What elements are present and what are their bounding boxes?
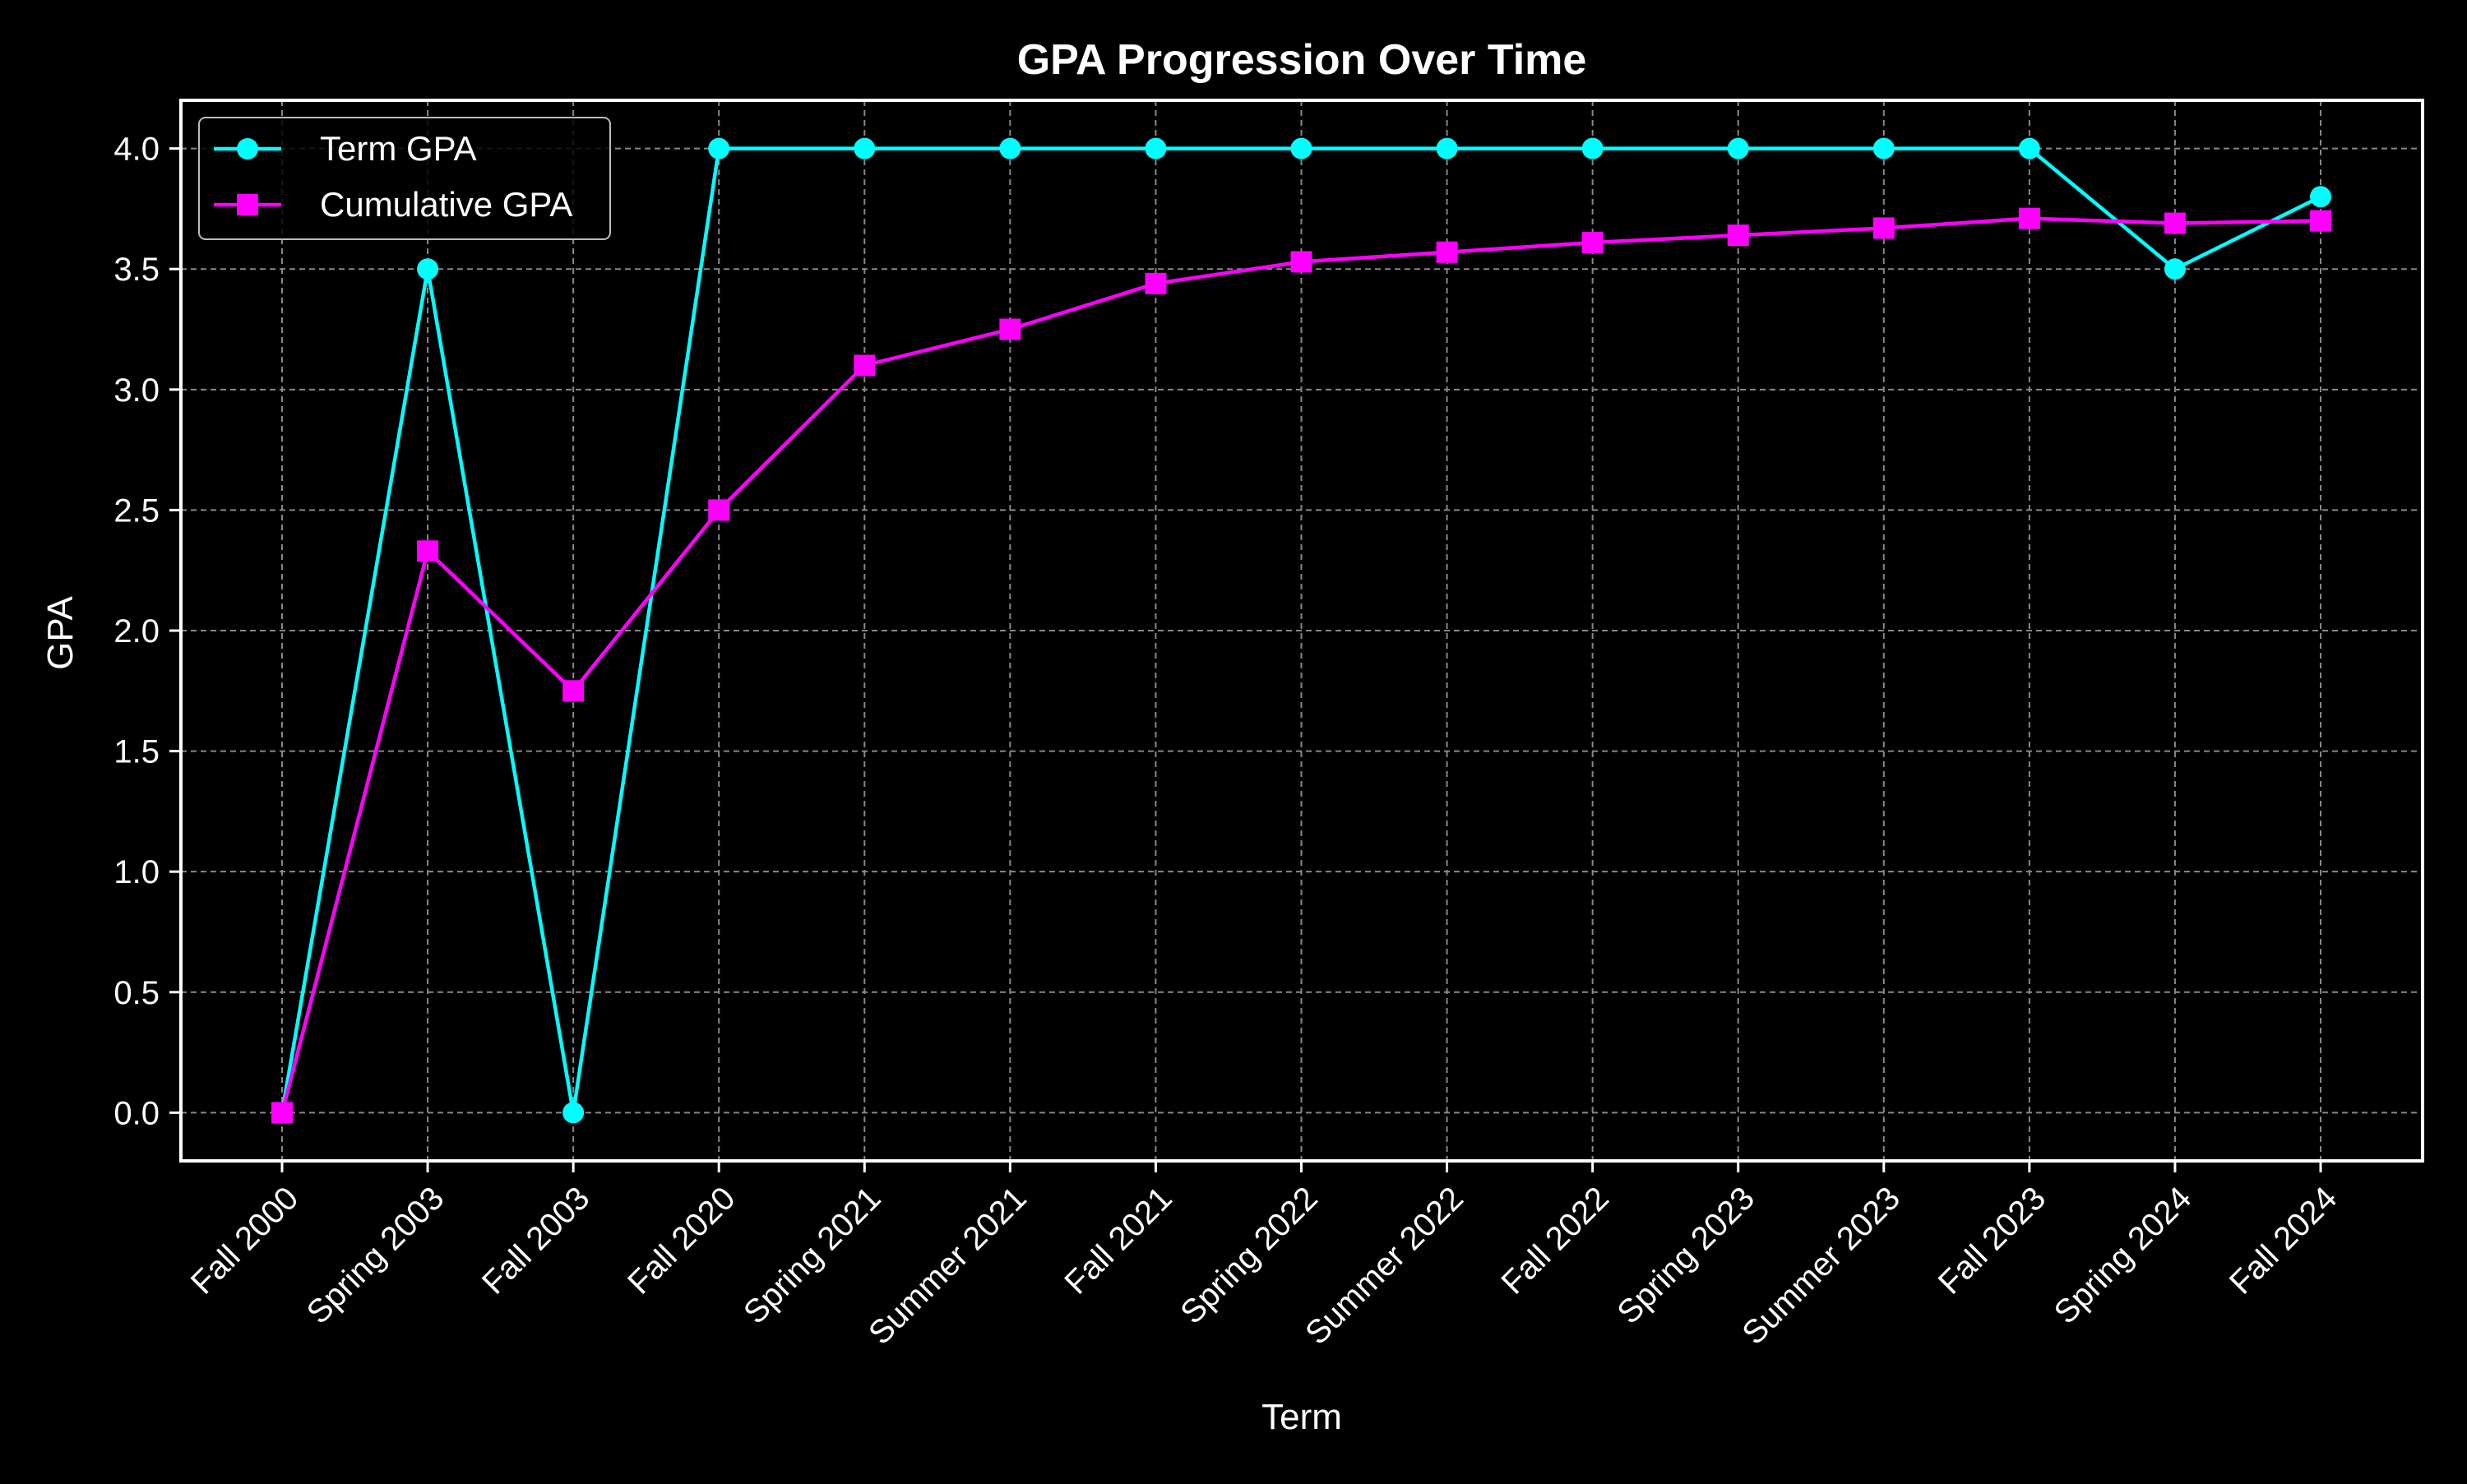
term-gpa-point [1436, 137, 1458, 159]
y-tick-label: 2.5 [113, 492, 160, 529]
x-axis-label: Term [1261, 1397, 1342, 1437]
x-tick-label: Fall 2020 [621, 1180, 742, 1301]
term-gpa-point [2310, 186, 2331, 208]
x-tick-label: Fall 2022 [1495, 1180, 1616, 1301]
x-tick-label: Fall 2024 [2223, 1180, 2344, 1301]
legend-term-gpa-marker [237, 138, 258, 159]
cumulative-gpa-point [854, 354, 876, 377]
cumulative-gpa-point [1436, 241, 1458, 263]
y-tick-label: 0.0 [113, 1095, 160, 1131]
y-tick-label: 3.5 [113, 252, 160, 288]
term-gpa-point [2164, 258, 2186, 280]
term-gpa-point [2018, 137, 2040, 159]
term-gpa-point [1872, 137, 1895, 159]
term-gpa-point [1145, 137, 1167, 159]
cumulative-gpa-point [1872, 217, 1895, 239]
x-tick-label: Spring 2023 [1610, 1180, 1761, 1331]
cumulative-gpa-point [417, 540, 439, 562]
term-gpa-point [999, 137, 1021, 159]
y-tick-label: 3.0 [113, 372, 160, 409]
y-tick-label: 4.0 [113, 132, 160, 168]
y-tick-label: 1.0 [113, 854, 160, 890]
x-tick-label: Spring 2024 [2048, 1180, 2199, 1331]
cumulative-gpa-point [1727, 224, 1749, 247]
cumulative-gpa-point [562, 680, 585, 702]
cumulative-gpa-point [999, 318, 1021, 340]
cumulative-gpa-point [2310, 210, 2331, 232]
chart-title: GPA Progression Over Time [1017, 36, 1587, 84]
cumulative-gpa-point [2018, 207, 2040, 229]
legend-term-gpa-label: Term GPA [320, 129, 477, 168]
term-gpa-point [1290, 137, 1312, 159]
x-tick-label: Fall 2023 [1932, 1180, 2053, 1301]
x-tick-label: Fall 2000 [184, 1180, 305, 1301]
term-gpa-point [417, 258, 439, 280]
cumulative-gpa-point [1145, 272, 1167, 294]
term-gpa-point [562, 1102, 585, 1124]
legend-cumulative-gpa-marker [237, 194, 258, 215]
x-tick-label: Fall 2021 [1058, 1180, 1178, 1301]
cumulative-gpa-point [1581, 231, 1604, 253]
cumulative-gpa-point [1290, 251, 1312, 273]
term-gpa-point [854, 137, 876, 159]
y-tick-label: 2.0 [113, 613, 160, 650]
term-gpa-point [708, 137, 730, 159]
cumulative-gpa-point [2164, 212, 2186, 234]
term-gpa-point [1581, 137, 1604, 159]
legend: Term GPA Cumulative GPA [198, 117, 611, 240]
cumulative-gpa-point [271, 1102, 293, 1124]
cumulative-gpa-point [708, 499, 730, 521]
x-tick-label: Spring 2022 [1173, 1180, 1325, 1331]
x-tick-label: Fall 2003 [475, 1180, 596, 1301]
y-tick-label: 0.5 [113, 975, 160, 1011]
legend-frame [198, 117, 611, 240]
x-tick-label: Spring 2003 [300, 1180, 451, 1331]
series-layer [271, 137, 2331, 1124]
y-axis-label: GPA [40, 596, 81, 670]
term-gpa-point [1727, 137, 1749, 159]
y-tick-label: 1.5 [113, 734, 160, 770]
x-tick-label: Spring 2021 [737, 1180, 888, 1331]
legend-cumulative-gpa-label: Cumulative GPA [320, 185, 572, 224]
